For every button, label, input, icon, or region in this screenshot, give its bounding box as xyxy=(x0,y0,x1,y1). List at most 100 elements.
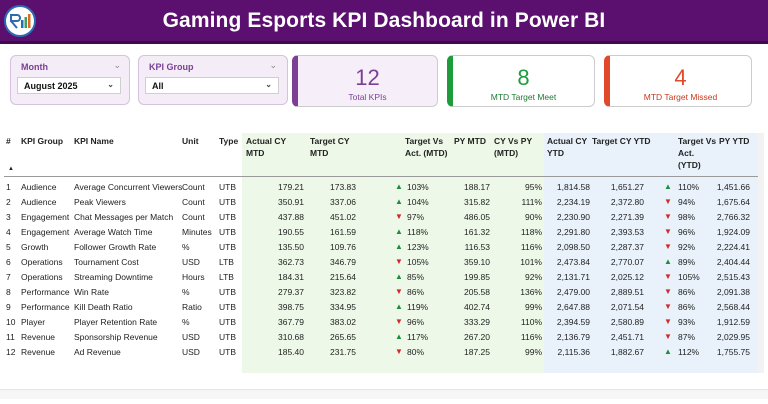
triangle-down-icon: ▼ xyxy=(395,317,403,326)
table-row[interactable]: 12 Revenue Ad Revenue USD UTB 185.40 231.75 ▼ 80… xyxy=(0,345,758,360)
col-header-py-mtd[interactable]: PY MTD xyxy=(454,136,486,146)
row-kpi-name: Follower Growth Rate xyxy=(74,242,157,252)
row-kpi-name: Sponsorship Revenue xyxy=(74,332,158,342)
table-row[interactable]: 11 Revenue Sponsorship Revenue USD UTB 310.68… xyxy=(0,330,758,345)
row-kpi-group: Revenue xyxy=(21,332,56,342)
row-py-ytd: 2,568.44 xyxy=(716,302,750,312)
mtd-target-meet-value: 8 xyxy=(517,65,530,90)
table-row[interactable]: 3 Engagement Chat Messages per Match Count U… xyxy=(0,210,758,225)
row-target-cy-mtd: 161.59 xyxy=(330,227,356,237)
table-row[interactable]: 5 Growth Follower Growth Rate% UTB 135.50 109… xyxy=(0,240,758,255)
row-target-cy-ytd: 2,025.12 xyxy=(610,272,644,282)
col-header-kpi-group[interactable]: KPI Group xyxy=(21,136,64,146)
col-header-cy-vs-py-mtd[interactable]: CY Vs PY (MTD) xyxy=(494,136,532,158)
row-actual-cy-ytd: 2,136.79 xyxy=(556,332,590,342)
row-cy-vs-py-mtd: 110% xyxy=(520,317,542,327)
row-kpi-name: Average Watch Time xyxy=(74,227,153,237)
col-header-py-ytd[interactable]: PY YTD xyxy=(719,136,750,146)
row-py-mtd: 116.53 xyxy=(464,242,490,252)
row-target-vs-act-mtd: 97% xyxy=(407,212,425,222)
row-py-mtd: 161.32 xyxy=(464,227,490,237)
table-row[interactable]: 6 Operations Tournament Cost USD LTB 362.73 34… xyxy=(0,255,758,270)
row-kpi-group: Operations xyxy=(21,272,63,282)
row-target-vs-act-mtd: 123% xyxy=(407,242,429,252)
triangle-down-icon: ▼ xyxy=(664,302,672,311)
col-header-target-cy-ytd[interactable]: Target CY YTD xyxy=(592,136,651,146)
row-py-mtd: 267.20 xyxy=(464,332,490,342)
row-py-ytd: 1,451.66 xyxy=(716,182,750,192)
col-header-target-vs-act-mtd[interactable]: Target Vs Act. (MTD) xyxy=(405,136,448,158)
table-row[interactable]: 10 Player Player Retention Rate% UTB 367.79 3… xyxy=(0,315,758,330)
row-cy-vs-py-mtd: 116% xyxy=(520,332,542,342)
col-header-kpi-name[interactable]: KPI Name xyxy=(74,136,114,146)
month-select[interactable]: August 2025 ⌄ xyxy=(17,77,121,94)
sort-ascending-icon[interactable]: ▲ xyxy=(8,166,14,172)
row-target-cy-mtd: 346.79 xyxy=(330,257,356,267)
table-row[interactable]: 1 Audience Average Concurrent Viewers Count… xyxy=(0,180,758,195)
chevron-down-icon[interactable]: ⌄ xyxy=(269,60,277,70)
row-actual-cy-mtd: 179.21 xyxy=(278,182,304,192)
col-header-target-cy-mtd[interactable]: Target CY MTD xyxy=(310,136,350,158)
row-index: 7 xyxy=(6,272,11,282)
row-target-vs-act-ytd: 86% xyxy=(678,302,696,312)
table-row[interactable]: 2 Audience Peak Viewers Count UTB 350.91 337.0… xyxy=(0,195,758,210)
triangle-down-icon: ▼ xyxy=(664,287,672,296)
row-cy-vs-py-mtd: 136% xyxy=(520,287,542,297)
table-row[interactable]: 8 Performance Win Rate% UTB 279.37 323.82 ▼ 86%… xyxy=(0,285,758,300)
row-target-vs-act-mtd: 96% xyxy=(407,317,425,327)
horizontal-scrollbar[interactable] xyxy=(0,389,768,399)
mtd-target-meet-card: 8 MTD Target Meet xyxy=(447,55,595,107)
row-py-mtd: 333.29 xyxy=(464,317,490,327)
mtd-target-missed-label: MTD Target Missed xyxy=(643,92,718,102)
row-type: UTB xyxy=(219,182,236,192)
row-py-mtd: 187.25 xyxy=(464,347,490,357)
row-target-cy-mtd: 334.95 xyxy=(330,302,356,312)
dropdown-arrow-icon[interactable]: ⌄ xyxy=(265,80,272,89)
col-header-index[interactable]: # xyxy=(6,136,11,146)
row-target-vs-act-ytd: 92% xyxy=(678,242,696,252)
row-kpi-group: Engagement xyxy=(21,212,70,222)
col-header-unit[interactable]: Unit xyxy=(182,136,199,146)
table-row[interactable]: 4 Engagement Average Watch Time Minutes UTB 1… xyxy=(0,225,758,240)
vertical-scrollbar[interactable] xyxy=(758,133,764,373)
chevron-down-icon[interactable]: ⌄ xyxy=(113,60,121,70)
row-py-mtd: 315.82 xyxy=(464,197,490,207)
row-index: 11 xyxy=(6,332,15,342)
triangle-down-icon: ▼ xyxy=(664,197,672,206)
triangle-up-icon: ▲ xyxy=(395,272,403,281)
row-index: 5 xyxy=(6,242,11,252)
mtd-target-meet-label: MTD Target Meet xyxy=(490,92,557,102)
triangle-up-icon: ▲ xyxy=(395,302,403,311)
row-target-vs-act-ytd: 110% xyxy=(678,182,700,192)
table-row[interactable]: 9 Performance Kill Death Ratio Ratio UTB 398.… xyxy=(0,300,758,315)
total-kpis-label: Total KPIs xyxy=(348,92,387,102)
row-actual-cy-mtd: 135.50 xyxy=(278,242,304,252)
row-kpi-name: Tournament Cost xyxy=(74,257,139,267)
row-cy-vs-py-mtd: 101% xyxy=(520,257,542,267)
row-actual-cy-mtd: 185.40 xyxy=(278,347,304,357)
row-type: UTB xyxy=(219,227,236,237)
row-type: UTB xyxy=(219,197,236,207)
row-unit: % xyxy=(182,287,190,297)
row-target-cy-ytd: 2,393.53 xyxy=(610,227,644,237)
row-actual-cy-mtd: 310.68 xyxy=(278,332,304,342)
row-type: LTB xyxy=(219,257,234,267)
col-header-actual-cy-mtd[interactable]: Actual CY MTD xyxy=(246,136,286,158)
col-header-actual-cy-ytd[interactable]: Actual CY YTD xyxy=(547,136,587,158)
row-target-vs-act-mtd: 86% xyxy=(407,287,425,297)
triangle-down-icon: ▼ xyxy=(664,332,672,341)
row-target-vs-act-ytd: 87% xyxy=(678,332,696,342)
dropdown-arrow-icon[interactable]: ⌄ xyxy=(107,80,114,89)
col-header-type[interactable]: Type xyxy=(219,136,239,146)
row-cy-vs-py-mtd: 99% xyxy=(524,302,542,312)
triangle-up-icon: ▲ xyxy=(395,182,403,191)
triangle-up-icon: ▲ xyxy=(664,257,672,266)
table-row[interactable]: 7 Operations Streaming Downtime Hours LTB 184… xyxy=(0,270,758,285)
row-target-vs-act-mtd: 119% xyxy=(407,302,429,312)
kpi-group-select[interactable]: All ⌄ xyxy=(145,77,279,94)
col-header-target-vs-act-ytd[interactable]: Target Vs Act. (YTD) xyxy=(678,136,717,170)
row-kpi-group: Performance xyxy=(21,287,70,297)
row-py-ytd: 2,029.95 xyxy=(716,332,750,342)
mtd-band xyxy=(242,133,544,373)
row-py-mtd: 359.10 xyxy=(464,257,490,267)
